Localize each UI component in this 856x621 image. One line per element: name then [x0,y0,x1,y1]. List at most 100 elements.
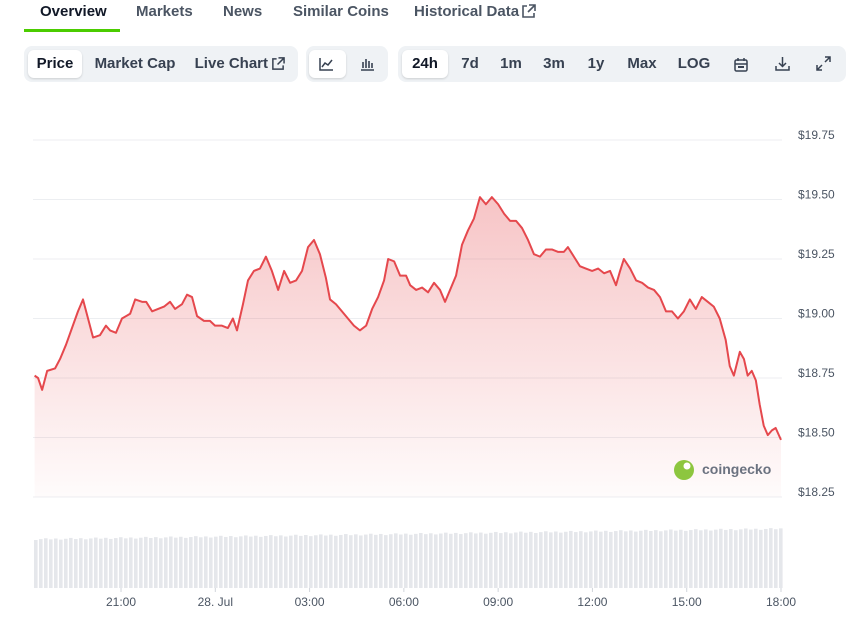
volume-bar [714,529,718,588]
external-icon [272,57,285,70]
volume-bar [634,531,638,588]
x-tick-label: 18:00 [766,595,796,609]
volume-bar [704,529,708,588]
volume-bar [174,537,178,588]
watermark: coingecko [674,460,771,480]
volume-bar [509,533,513,588]
volume-bar [404,533,408,588]
calendar-icon[interactable] [734,57,748,72]
volume-bar [364,534,368,588]
volume-bar [269,535,273,588]
volume-bar [614,531,618,588]
volume-bar [39,539,43,588]
volume-bar [419,533,423,588]
volume-bar [719,528,723,588]
volume-bar [734,530,738,588]
volume-bar [304,535,308,588]
button[interactable]: 24h [402,50,448,78]
y-tick-label: $18.75 [798,366,835,380]
volume-bar [279,535,283,588]
volume-bar [464,533,468,588]
volume-bar [439,533,443,588]
x-tick-label: 09:00 [483,595,513,609]
volume-bar [779,528,783,588]
volume-bar [544,531,548,588]
watermark-text: coingecko [702,461,771,477]
volume-bar [549,532,553,588]
volume-bar [109,538,113,588]
volume-bar [559,532,563,588]
button[interactable]: Market Cap [94,55,176,72]
volume-bar [89,538,93,588]
tab[interactable]: Overview [40,3,107,20]
volume-bar [629,530,633,588]
button[interactable]: 7d [461,55,479,72]
volume-bar [324,535,328,588]
volume-bar [154,537,158,588]
volume-bar [244,535,248,588]
volume-bar [459,534,463,588]
tab[interactable]: News [223,3,263,20]
button[interactable]: 1m [500,55,522,72]
volume-bar [79,538,83,588]
volume-bar [84,539,88,588]
volume-bar [74,539,78,588]
button[interactable]: LOG [677,55,711,72]
volume-bar [754,528,758,588]
volume-bar [694,529,698,588]
volume-bar [649,530,653,588]
volume-bar [224,536,228,588]
x-tick-label: 03:00 [295,595,325,609]
volume-bar [319,534,323,588]
expand-icon[interactable] [816,56,831,71]
button[interactable]: Price [28,50,82,78]
volume-bar [524,532,528,588]
volume-bar [99,538,103,588]
volume-bar [774,529,778,588]
volume-bar [479,532,483,588]
volume-bar [699,530,703,588]
volume-bar [194,536,198,588]
volume-bar [489,532,493,588]
volume-bar [429,533,433,588]
tab[interactable]: Historical Data [414,3,520,20]
volume-bar [359,535,363,588]
volume-bar [104,537,108,588]
volume-bar [209,537,213,588]
volume-bar [369,533,373,588]
button[interactable]: Max [627,55,657,72]
volume-bar [594,530,598,588]
volume-bar [584,532,588,588]
button[interactable]: 3m [543,55,565,72]
volume-bar [139,537,143,588]
download-icon[interactable] [775,56,790,71]
volume-bar [124,538,128,588]
volume-bar [119,537,123,588]
volume-bar [374,534,378,588]
y-tick-label: $19.25 [798,247,835,261]
tab-underline [24,29,120,32]
tab[interactable]: Markets [136,3,193,20]
volume-bar [729,529,733,588]
volume-bar [44,538,48,588]
volume-bar [189,537,193,588]
volume-bar [289,535,293,588]
volume-bar [474,533,478,588]
volume-bar [149,537,153,588]
volume-bar [64,538,68,588]
volume-bar [379,533,383,588]
volume-bar [759,529,763,588]
tab[interactable]: Similar Coins [293,3,389,20]
volume-bar [294,534,298,588]
volume-bar [94,537,98,588]
volume-bar [239,536,243,588]
volume-bar [444,532,448,588]
button[interactable]: 1y [587,55,605,72]
volume-bar [344,534,348,588]
button[interactable]: Live Chart [194,55,268,72]
volume-bar [744,528,748,588]
volume-bar [424,534,428,588]
candle-icon[interactable] [360,57,375,71]
volume-bar [264,535,268,588]
